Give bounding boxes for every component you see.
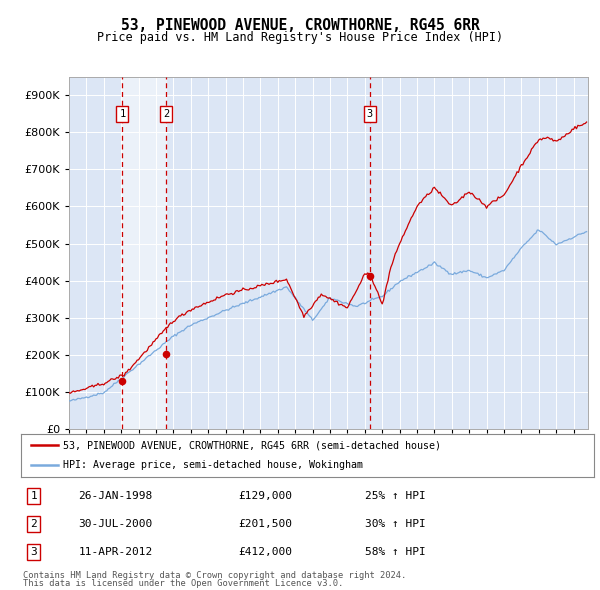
Text: 1: 1 <box>119 109 125 119</box>
Bar <box>122 77 166 429</box>
Text: 2: 2 <box>163 109 169 119</box>
Point <box>118 376 127 386</box>
Text: This data is licensed under the Open Government Licence v3.0.: This data is licensed under the Open Gov… <box>23 579 343 588</box>
Text: Contains HM Land Registry data © Crown copyright and database right 2024.: Contains HM Land Registry data © Crown c… <box>23 571 406 579</box>
Text: 11-APR-2012: 11-APR-2012 <box>79 547 152 557</box>
Text: 58% ↑ HPI: 58% ↑ HPI <box>365 547 425 557</box>
Text: 3: 3 <box>367 109 373 119</box>
Text: 26-JAN-1998: 26-JAN-1998 <box>79 491 152 501</box>
Text: HPI: Average price, semi-detached house, Wokingham: HPI: Average price, semi-detached house,… <box>63 460 363 470</box>
Text: £201,500: £201,500 <box>239 519 293 529</box>
Text: 53, PINEWOOD AVENUE, CROWTHORNE, RG45 6RR: 53, PINEWOOD AVENUE, CROWTHORNE, RG45 6R… <box>121 18 479 32</box>
Text: 2: 2 <box>30 519 37 529</box>
Point <box>161 349 171 359</box>
Text: 30-JUL-2000: 30-JUL-2000 <box>79 519 152 529</box>
Point <box>365 271 374 281</box>
Text: 53, PINEWOOD AVENUE, CROWTHORNE, RG45 6RR (semi-detached house): 53, PINEWOOD AVENUE, CROWTHORNE, RG45 6R… <box>63 440 441 450</box>
Text: 25% ↑ HPI: 25% ↑ HPI <box>365 491 425 501</box>
Text: 3: 3 <box>30 547 37 557</box>
Text: 30% ↑ HPI: 30% ↑ HPI <box>365 519 425 529</box>
Text: £129,000: £129,000 <box>239 491 293 501</box>
Text: Price paid vs. HM Land Registry's House Price Index (HPI): Price paid vs. HM Land Registry's House … <box>97 31 503 44</box>
Text: £412,000: £412,000 <box>239 547 293 557</box>
Text: 1: 1 <box>30 491 37 501</box>
